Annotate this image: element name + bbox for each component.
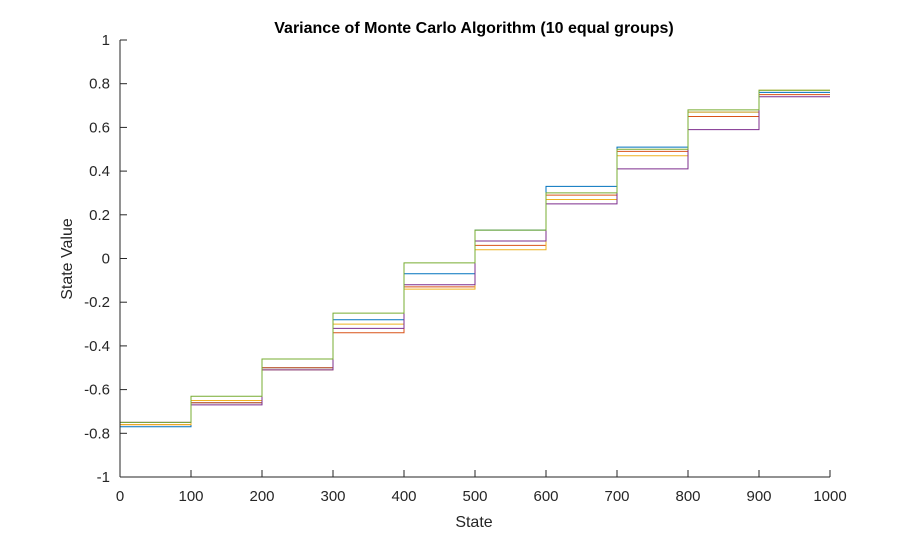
y-tick-label: 0.8 <box>89 76 110 93</box>
x-tick-label: 700 <box>604 488 629 505</box>
y-tick-label: 1 <box>102 32 110 49</box>
y-tick-label: 0 <box>102 251 110 268</box>
x-tick-label: 200 <box>249 488 274 505</box>
x-tick-label: 800 <box>675 488 700 505</box>
x-tick-label: 500 <box>462 488 487 505</box>
y-axis-label: State Value <box>59 218 76 300</box>
x-tick-label: 900 <box>746 488 771 505</box>
series-layer <box>120 89 830 428</box>
y-tick-label: -0.8 <box>84 425 110 442</box>
x-tick-label: 0 <box>116 488 124 505</box>
y-tick-label: 0.4 <box>89 163 110 180</box>
chart-title: Variance of Monte Carlo Algorithm (10 eq… <box>274 20 673 37</box>
x-tick-label: 400 <box>391 488 416 505</box>
y-tick-label: -1 <box>97 469 110 486</box>
x-tick-label: 300 <box>320 488 345 505</box>
y-tick-label: -0.4 <box>84 338 110 355</box>
x-axis-label: State <box>455 514 492 531</box>
y-tick-label: -0.6 <box>84 382 110 399</box>
y-tick-label: 0.6 <box>89 119 110 136</box>
y-tick-label: 0.2 <box>89 207 110 224</box>
x-tick-label: 100 <box>178 488 203 505</box>
x-tick-label: 600 <box>533 488 558 505</box>
axes-layer: 0 100 200 300 400 500 600 700 800 900 1000 -1 -0.8 -0… <box>84 32 847 505</box>
y-tick-label: -0.2 <box>84 294 110 311</box>
x-tick-label: 1000 <box>813 488 846 505</box>
series-line-5 <box>120 89 830 423</box>
